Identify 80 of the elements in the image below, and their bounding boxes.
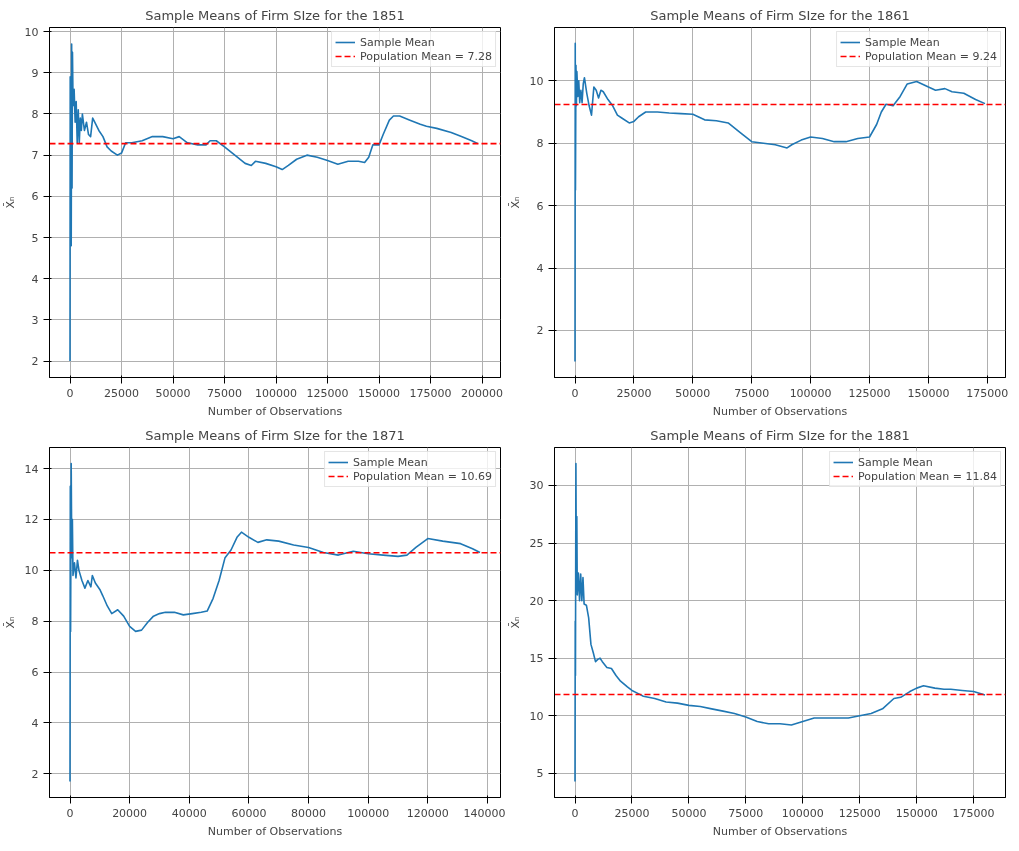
x-tick-label: 60000 bbox=[231, 806, 267, 820]
y-tick-label: 25 bbox=[529, 537, 544, 551]
y-tick-label: 6 bbox=[536, 199, 544, 213]
y-tick-label: 20 bbox=[529, 594, 544, 608]
y-axis-title: X̄ₙ bbox=[3, 616, 17, 629]
y-tick-label: 10 bbox=[529, 709, 544, 723]
legend-label: Population Mean = 11.84 bbox=[858, 469, 997, 483]
y-tick-label: 6 bbox=[31, 190, 39, 204]
y-tick-label: 15 bbox=[529, 652, 544, 666]
y-tick-label: 3 bbox=[31, 313, 39, 327]
y-tick-label: 10 bbox=[24, 564, 39, 578]
chart-title: Sample Means of Firm SIze for the 1851 bbox=[145, 7, 405, 23]
x-tick-label: 0 bbox=[571, 806, 579, 820]
x-tick-label: 125000 bbox=[306, 386, 349, 400]
x-tick-label: 150000 bbox=[907, 386, 950, 400]
chart-title: Sample Means of Firm SIze for the 1881 bbox=[650, 427, 910, 443]
x-tick-label: 125000 bbox=[838, 806, 881, 820]
y-tick-label: 10 bbox=[24, 25, 39, 39]
x-tick-label: 25000 bbox=[614, 806, 650, 820]
y-tick-label: 2 bbox=[31, 355, 39, 369]
y-tick-label: 2 bbox=[31, 767, 39, 781]
y-tick-label: 8 bbox=[536, 137, 544, 151]
x-tick-label: 150000 bbox=[895, 806, 938, 820]
y-tick-label: 5 bbox=[31, 231, 39, 245]
legend-label: Population Mean = 7.28 bbox=[360, 49, 492, 63]
legend-label: Sample Mean bbox=[353, 455, 428, 469]
y-tick-label: 9 bbox=[31, 66, 39, 80]
y-axis-title: X̄ₙ bbox=[508, 196, 522, 209]
x-tick-label: 175000 bbox=[409, 386, 452, 400]
x-tick-label: 175000 bbox=[952, 806, 995, 820]
y-tick-label: 2 bbox=[536, 324, 544, 338]
y-tick-label: 4 bbox=[536, 262, 544, 276]
x-tick-label: 80000 bbox=[291, 806, 327, 820]
x-tick-label: 100000 bbox=[347, 806, 390, 820]
x-tick-label: 75000 bbox=[734, 386, 770, 400]
y-tick-label: 10 bbox=[529, 74, 544, 88]
y-axis-title: X̄ₙ bbox=[508, 616, 522, 629]
chart-title: Sample Means of Firm SIze for the 1871 bbox=[145, 427, 405, 443]
x-tick-label: 200000 bbox=[461, 386, 504, 400]
x-tick-label: 100000 bbox=[255, 386, 298, 400]
x-tick-label: 75000 bbox=[207, 386, 243, 400]
x-tick-label: 50000 bbox=[671, 806, 707, 820]
y-tick-label: 8 bbox=[31, 615, 39, 629]
x-axis-title: Number of Observations bbox=[712, 404, 848, 418]
x-tick-label: 40000 bbox=[171, 806, 207, 820]
x-axis-title: Number of Observations bbox=[207, 404, 343, 418]
chart-title: Sample Means of Firm SIze for the 1861 bbox=[650, 7, 910, 23]
legend-label: Population Mean = 9.24 bbox=[865, 49, 997, 63]
legend-label: Sample Mean bbox=[865, 35, 940, 49]
x-tick-label: 25000 bbox=[104, 386, 140, 400]
x-tick-label: 150000 bbox=[358, 386, 401, 400]
x-tick-label: 50000 bbox=[155, 386, 191, 400]
y-tick-label: 7 bbox=[31, 149, 39, 163]
y-tick-label: 5 bbox=[536, 767, 544, 781]
x-tick-label: 75000 bbox=[728, 806, 764, 820]
y-tick-label: 6 bbox=[31, 666, 39, 680]
x-axis-title: Number of Observations bbox=[712, 824, 848, 838]
y-tick-label: 4 bbox=[31, 716, 39, 730]
x-tick-label: 0 bbox=[66, 806, 74, 820]
x-tick-label: 125000 bbox=[848, 386, 891, 400]
x-tick-label: 100000 bbox=[781, 806, 824, 820]
x-tick-label: 175000 bbox=[966, 386, 1009, 400]
y-axis-title: X̄ₙ bbox=[3, 196, 17, 209]
legend-label: Sample Mean bbox=[360, 35, 435, 49]
legend-label: Population Mean = 10.69 bbox=[353, 469, 492, 483]
y-tick-label: 12 bbox=[24, 513, 39, 527]
x-axis-title: Number of Observations bbox=[207, 824, 343, 838]
x-tick-label: 25000 bbox=[616, 386, 652, 400]
x-tick-label: 100000 bbox=[789, 386, 832, 400]
y-tick-label: 14 bbox=[24, 462, 39, 476]
x-tick-label: 140000 bbox=[463, 806, 506, 820]
x-tick-label: 20000 bbox=[112, 806, 148, 820]
x-tick-label: 0 bbox=[66, 386, 74, 400]
legend-label: Sample Mean bbox=[858, 455, 933, 469]
x-tick-label: 50000 bbox=[675, 386, 711, 400]
x-tick-label: 120000 bbox=[406, 806, 449, 820]
y-tick-label: 8 bbox=[31, 107, 39, 121]
y-tick-label: 30 bbox=[529, 479, 544, 493]
x-tick-label: 0 bbox=[571, 386, 579, 400]
y-tick-label: 4 bbox=[31, 272, 39, 286]
